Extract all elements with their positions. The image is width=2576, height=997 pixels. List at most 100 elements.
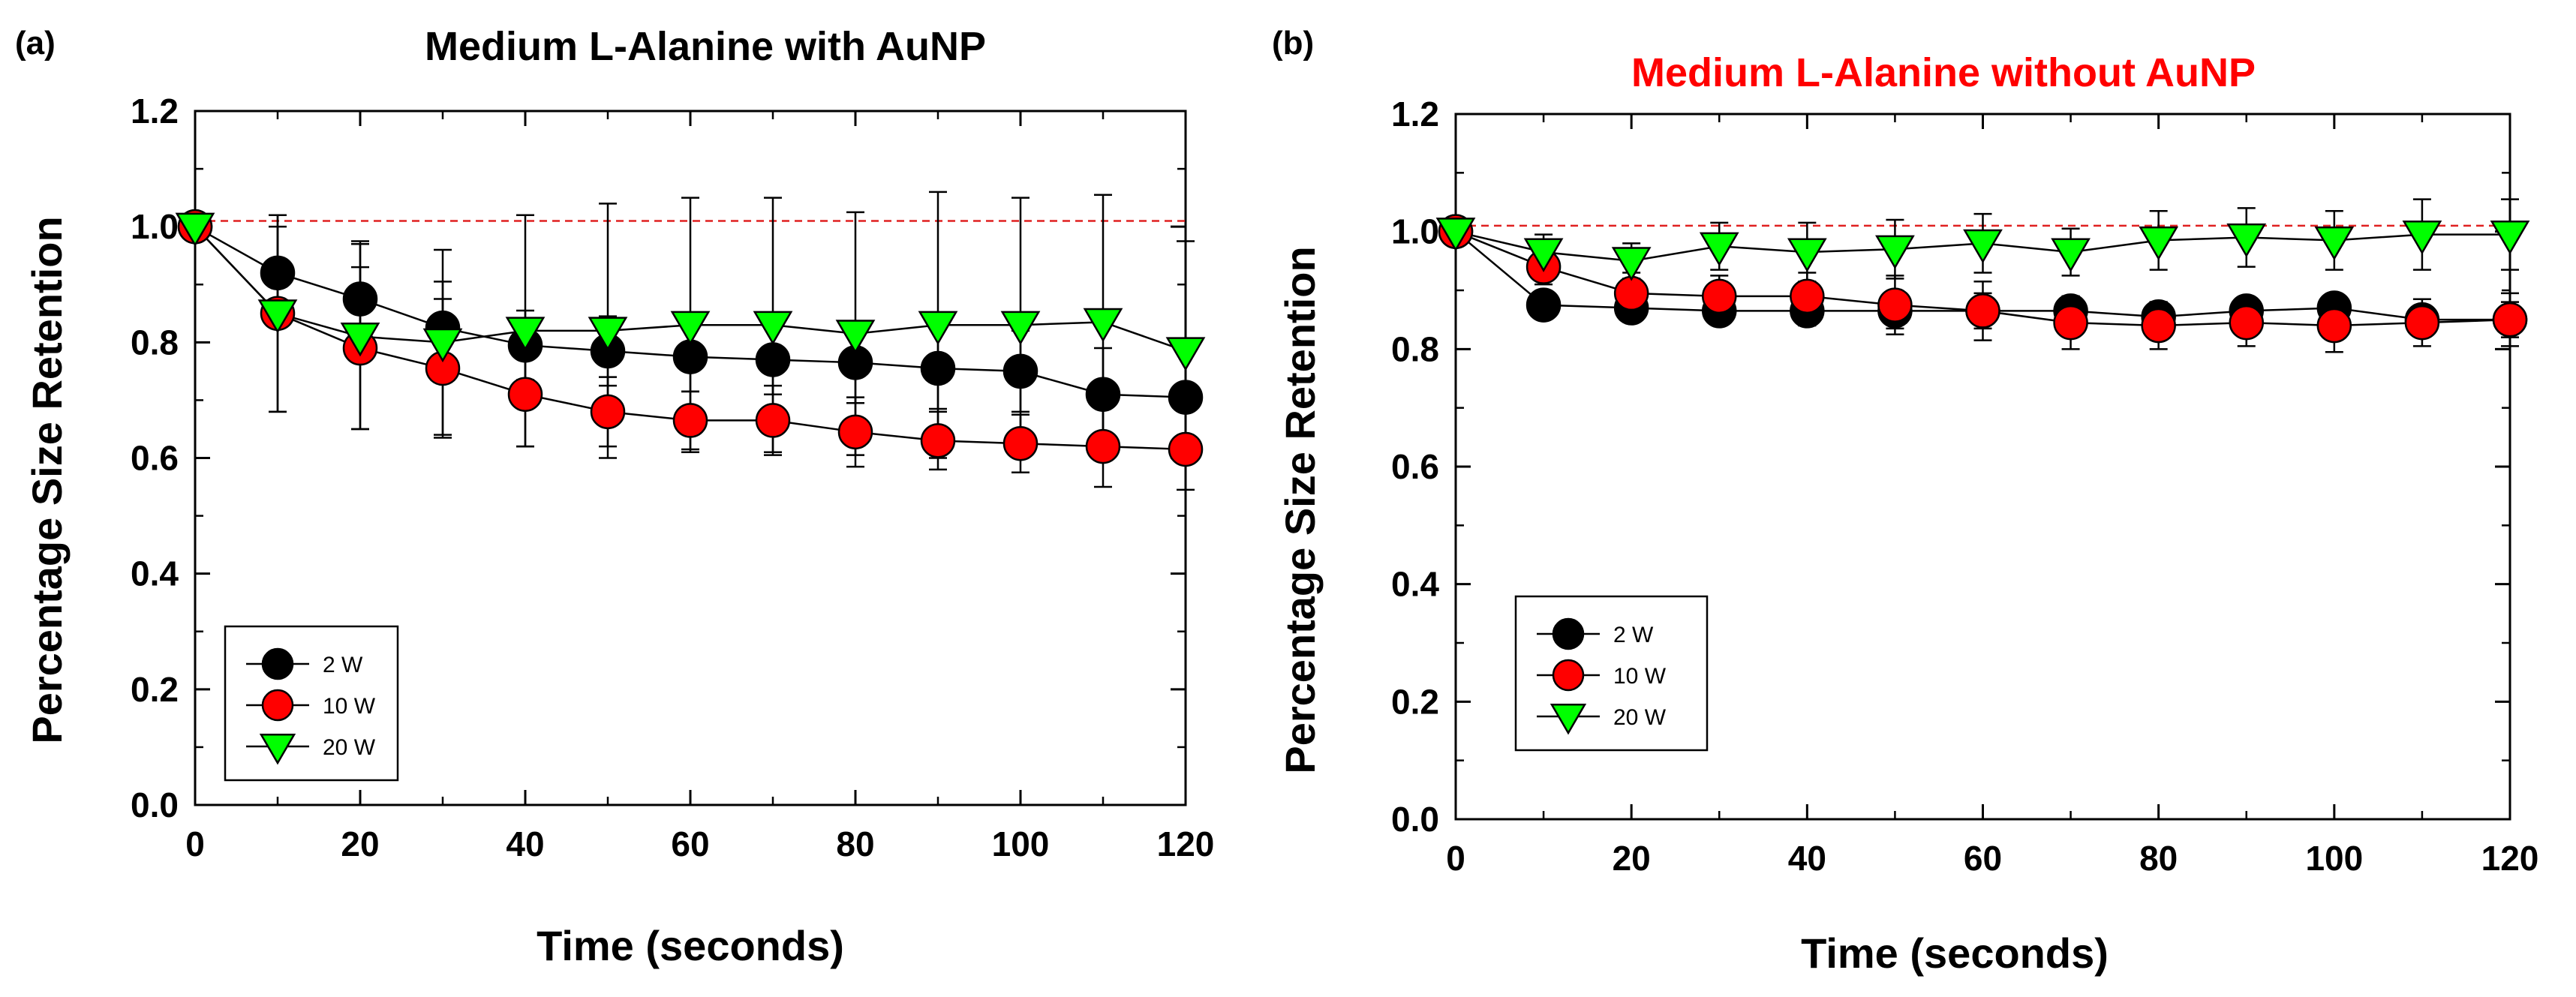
data-point-20w <box>505 317 546 351</box>
x-tick-label: 60 <box>671 824 709 863</box>
x-tick-label: 120 <box>2481 839 2539 878</box>
data-point-2w <box>1525 287 1562 323</box>
data-point-20w <box>1611 247 1652 281</box>
data-point-20w <box>2314 226 2355 261</box>
data-point-20w <box>2490 221 2530 255</box>
panel-a: (a) Medium L-Alanine with AuNP 0 20 40 60 80… <box>15 24 1214 969</box>
data-point-10w <box>2141 308 2176 344</box>
y-axis-label: Percentage Size Retention <box>1276 246 1324 773</box>
data-point-20w <box>2402 221 2442 255</box>
legend-label: 2 W <box>323 653 363 677</box>
x-tick-label: 60 <box>1964 839 2002 878</box>
data-point-2w <box>342 281 378 317</box>
data-point-10w <box>1613 275 1649 311</box>
data-point-20w <box>753 311 793 345</box>
data-point-20w <box>1000 311 1041 345</box>
y-tick-label: 0.2 <box>1391 682 1439 721</box>
x-tick-label: 20 <box>1613 839 1651 878</box>
x-tick-label: 0 <box>185 824 205 863</box>
y-tick-label: 0.4 <box>131 554 179 593</box>
y-tick-label: 0.8 <box>1391 329 1439 368</box>
legend-marker-20w <box>1550 704 1587 735</box>
x-tick-label: 100 <box>992 824 1050 863</box>
chart-title: Medium L-Alanine with AuNP <box>425 24 986 69</box>
data-point-20w <box>1165 337 1206 371</box>
chart-title: Medium L-Alanine without AuNP <box>1631 50 2256 95</box>
legend-box <box>224 625 399 782</box>
legend-marker-2w <box>261 647 294 680</box>
legend-label: 10 W <box>323 694 376 719</box>
y-tick-label: 1.2 <box>1391 95 1439 134</box>
data-point-10w <box>1877 287 1913 323</box>
y-tick-label: 1.2 <box>131 92 179 131</box>
data-point-10w <box>672 403 708 438</box>
data-point-10w <box>2229 305 2264 341</box>
y-tick-label: 0.8 <box>131 323 179 362</box>
panel-label: (a) <box>15 25 56 62</box>
data-point-2w <box>755 342 791 377</box>
y-tick-label: 0.4 <box>1391 565 1439 604</box>
y-tick-label: 0.2 <box>131 670 179 709</box>
data-point-10w <box>2404 305 2440 341</box>
x-tick-label: 40 <box>1788 839 1826 878</box>
data-point-10w <box>2316 308 2352 344</box>
data-point-20w <box>257 299 298 334</box>
data-point-2w <box>920 350 956 386</box>
data-point-10w <box>1965 293 2000 329</box>
panel-label: (b) <box>1272 25 1314 62</box>
data-point-10w <box>2492 302 2528 338</box>
x-tick-label: 20 <box>341 824 379 863</box>
y-tick-label: 0.6 <box>131 439 179 478</box>
x-tick-label: 40 <box>506 824 544 863</box>
data-point-20w <box>670 311 711 345</box>
y-axis-label: Percentage Size Retention <box>23 216 71 743</box>
y-tick-label: 1.0 <box>131 207 179 246</box>
panel-b: (b) Medium L-Alanine without AuNP 0 20 40 6… <box>1272 25 2538 977</box>
legend-marker-10w <box>261 689 294 722</box>
data-point-2w <box>1168 380 1204 415</box>
data-point-10w <box>1085 428 1121 464</box>
data-point-2w <box>1002 353 1039 389</box>
y-tick-label: 0.0 <box>1391 800 1439 839</box>
data-point-10w <box>2053 305 2088 341</box>
y-tick-label: 0.0 <box>131 785 179 824</box>
data-point-20w <box>2226 223 2267 258</box>
y-tick-label: 1.0 <box>1391 212 1439 251</box>
data-point-2w <box>1085 377 1121 412</box>
legend-label: 20 W <box>323 735 376 760</box>
data-point-10w <box>755 403 791 438</box>
x-axis-label: Time (seconds) <box>1801 929 2109 977</box>
data-point-20w <box>422 328 463 363</box>
legend-label: 2 W <box>1613 623 1654 647</box>
x-tick-label: 80 <box>2139 839 2178 878</box>
data-point-20w <box>1787 238 1827 272</box>
data-point-10w <box>920 423 956 458</box>
data-point-20w <box>588 317 628 351</box>
data-point-20w <box>1083 308 1123 343</box>
data-point-2w <box>672 339 708 374</box>
data-point-10w <box>590 394 626 430</box>
x-tick-label: 0 <box>1446 839 1465 878</box>
data-point-10w <box>1002 425 1039 461</box>
legend-marker-2w <box>1552 617 1585 650</box>
legend-label: 10 W <box>1613 664 1667 689</box>
data-point-10w <box>1168 431 1204 467</box>
data-point-20w <box>1523 238 1564 272</box>
data-point-10w <box>837 414 873 450</box>
data-point-20w <box>2139 226 2179 261</box>
data-point-10w <box>507 377 543 412</box>
data-point-20w <box>175 212 215 247</box>
x-tick-label: 120 <box>1157 824 1215 863</box>
data-point-20w <box>1875 235 1915 269</box>
data-point-20w <box>1435 218 1476 252</box>
legend-marker-20w <box>259 734 296 765</box>
x-tick-label: 80 <box>836 824 874 863</box>
data-point-20w <box>835 320 876 354</box>
data-point-10w <box>1790 278 1825 314</box>
legend-marker-10w <box>1552 659 1585 692</box>
data-point-20w <box>1963 229 2003 264</box>
data-point-2w <box>260 255 296 291</box>
data-point-20w <box>1699 232 1739 266</box>
